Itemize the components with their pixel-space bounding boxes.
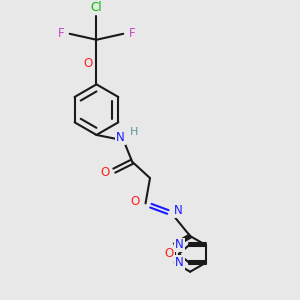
Text: Cl: Cl	[91, 1, 102, 14]
Text: N: N	[174, 204, 183, 217]
Text: F: F	[129, 27, 136, 40]
Text: O: O	[100, 167, 110, 179]
Text: O: O	[83, 57, 92, 70]
Text: N: N	[116, 131, 124, 144]
Text: N: N	[176, 256, 184, 269]
Text: O: O	[165, 248, 174, 260]
Text: F: F	[58, 27, 64, 40]
Text: H: H	[130, 127, 138, 137]
Text: N: N	[176, 238, 184, 251]
Text: O: O	[130, 195, 139, 208]
